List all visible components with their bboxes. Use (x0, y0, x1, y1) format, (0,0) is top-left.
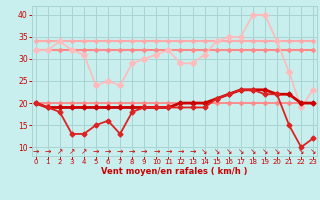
Text: →: → (177, 147, 184, 156)
Text: →: → (44, 147, 51, 156)
Text: ↘: ↘ (310, 147, 316, 156)
Text: →: → (93, 147, 99, 156)
Text: →: → (129, 147, 135, 156)
Text: ↘: ↘ (274, 147, 280, 156)
Text: ↘: ↘ (286, 147, 292, 156)
Text: ↘: ↘ (213, 147, 220, 156)
Text: →: → (153, 147, 159, 156)
Text: →: → (141, 147, 148, 156)
Text: ↘: ↘ (226, 147, 232, 156)
Text: →: → (117, 147, 123, 156)
Text: →: → (32, 147, 39, 156)
Text: ↗: ↗ (57, 147, 63, 156)
Text: ↘: ↘ (201, 147, 208, 156)
Text: →: → (189, 147, 196, 156)
Text: ↗: ↗ (68, 147, 75, 156)
Text: ↘: ↘ (298, 147, 304, 156)
X-axis label: Vent moyen/en rafales ( km/h ): Vent moyen/en rafales ( km/h ) (101, 167, 248, 176)
Text: ↗: ↗ (81, 147, 87, 156)
Text: ↘: ↘ (237, 147, 244, 156)
Text: ↘: ↘ (250, 147, 256, 156)
Text: →: → (165, 147, 172, 156)
Text: →: → (105, 147, 111, 156)
Text: ↘: ↘ (262, 147, 268, 156)
